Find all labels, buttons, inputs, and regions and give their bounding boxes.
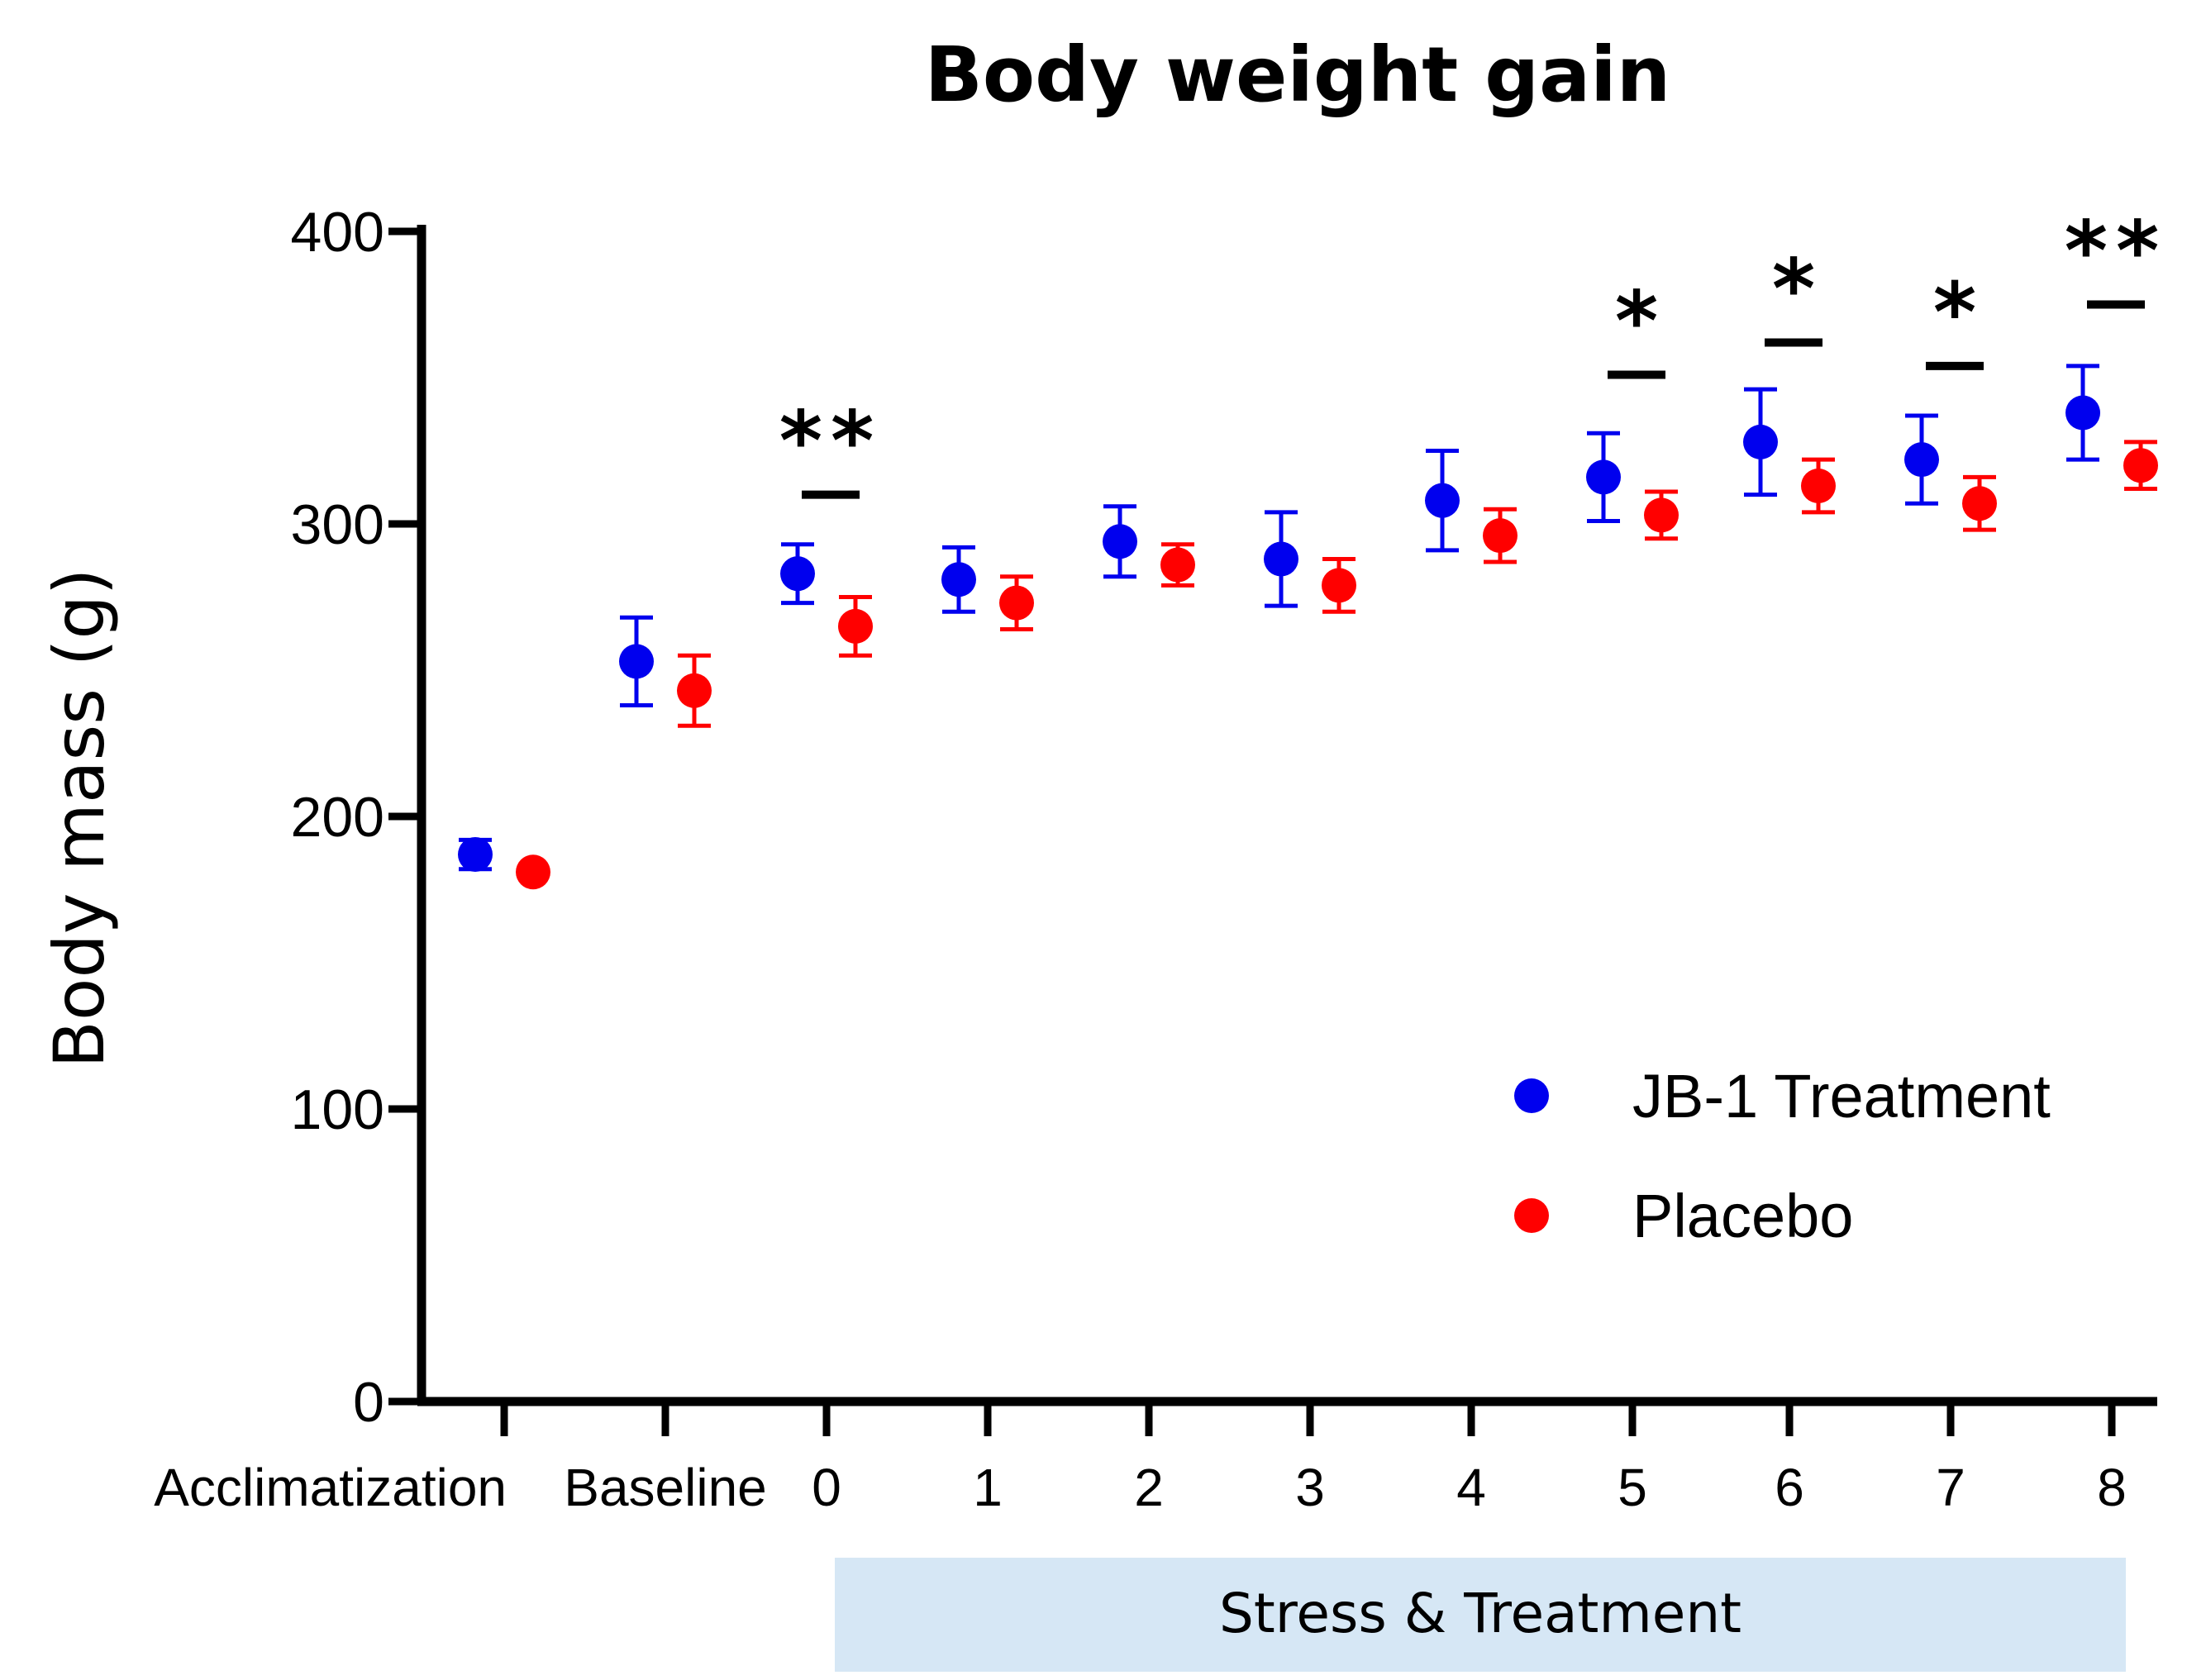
x-tick-label: 3 — [1295, 1458, 1325, 1517]
placebo-point — [1483, 518, 1518, 554]
placebo-point — [677, 673, 712, 708]
placebo-point — [838, 608, 873, 644]
placebo-point — [2123, 448, 2158, 483]
x-tick-label: 6 — [1775, 1458, 1804, 1517]
axes: 0 100 200 300 400 Acclimatization Baseline 0 1 2 3… — [154, 201, 2157, 1517]
x-tick-label: Acclimatization — [154, 1458, 507, 1517]
y-tick-label: 400 — [291, 201, 384, 264]
y-tick-label: 300 — [291, 493, 384, 556]
chart-title: Body weight gain — [925, 31, 1670, 119]
jb1-point — [2065, 395, 2100, 431]
jb1-point — [619, 644, 654, 679]
legend-marker — [1514, 1078, 1549, 1113]
jb1-point — [1264, 541, 1298, 577]
significance-label: ** — [2065, 203, 2168, 300]
x-tick-label: 8 — [2097, 1458, 2127, 1517]
jb1-point — [780, 556, 815, 592]
y-tick-label: 100 — [291, 1078, 384, 1141]
band-label: Stress & Treatment — [1219, 1582, 1741, 1645]
legend-label: JB-1 Treatment — [1632, 1062, 2051, 1130]
jb1-point — [1586, 459, 1621, 495]
data-marks — [458, 364, 2158, 890]
legend-marker — [1514, 1198, 1549, 1233]
placebo-point — [1644, 497, 1679, 533]
placebo-point — [1801, 468, 1836, 503]
significance-label: ** — [779, 393, 883, 490]
x-tick-label: 4 — [1456, 1458, 1486, 1517]
y-tick-label: 200 — [291, 786, 384, 849]
stress-treatment-band-group: Stress & Treatment — [835, 1558, 2126, 1672]
significance-label: * — [1615, 273, 1658, 369]
legend-label: Placebo — [1632, 1182, 1853, 1250]
x-tick-label: Baseline — [564, 1458, 767, 1517]
jb1-point — [1904, 442, 1939, 478]
placebo-point — [1322, 568, 1356, 603]
placebo-point — [1962, 486, 1997, 521]
y-axis-label: Body mass (g) — [39, 568, 120, 1068]
x-tick-label: 2 — [1134, 1458, 1164, 1517]
x-tick-label: 5 — [1618, 1458, 1647, 1517]
placebo-point — [999, 585, 1034, 621]
legend: JB-1 Treatment Placebo — [1514, 1062, 2051, 1250]
x-tick-label: 7 — [1936, 1458, 1965, 1517]
x-tick-label: 1 — [973, 1458, 1003, 1517]
placebo-point — [1160, 547, 1195, 583]
x-tick-label: 0 — [812, 1458, 841, 1517]
jb1-point — [1103, 524, 1137, 559]
significance-markers: *** * *** — [779, 203, 2168, 499]
placebo-point — [516, 854, 550, 890]
jb1-point — [941, 562, 976, 597]
jb1-point — [458, 837, 493, 873]
jb1-point — [1425, 483, 1460, 518]
significance-label: * — [1933, 264, 1976, 361]
jb1-point — [1743, 424, 1778, 459]
y-tick-label: 0 — [353, 1371, 384, 1434]
stress-treatment-band — [835, 1558, 2126, 1672]
significance-label: * — [1772, 241, 1815, 338]
